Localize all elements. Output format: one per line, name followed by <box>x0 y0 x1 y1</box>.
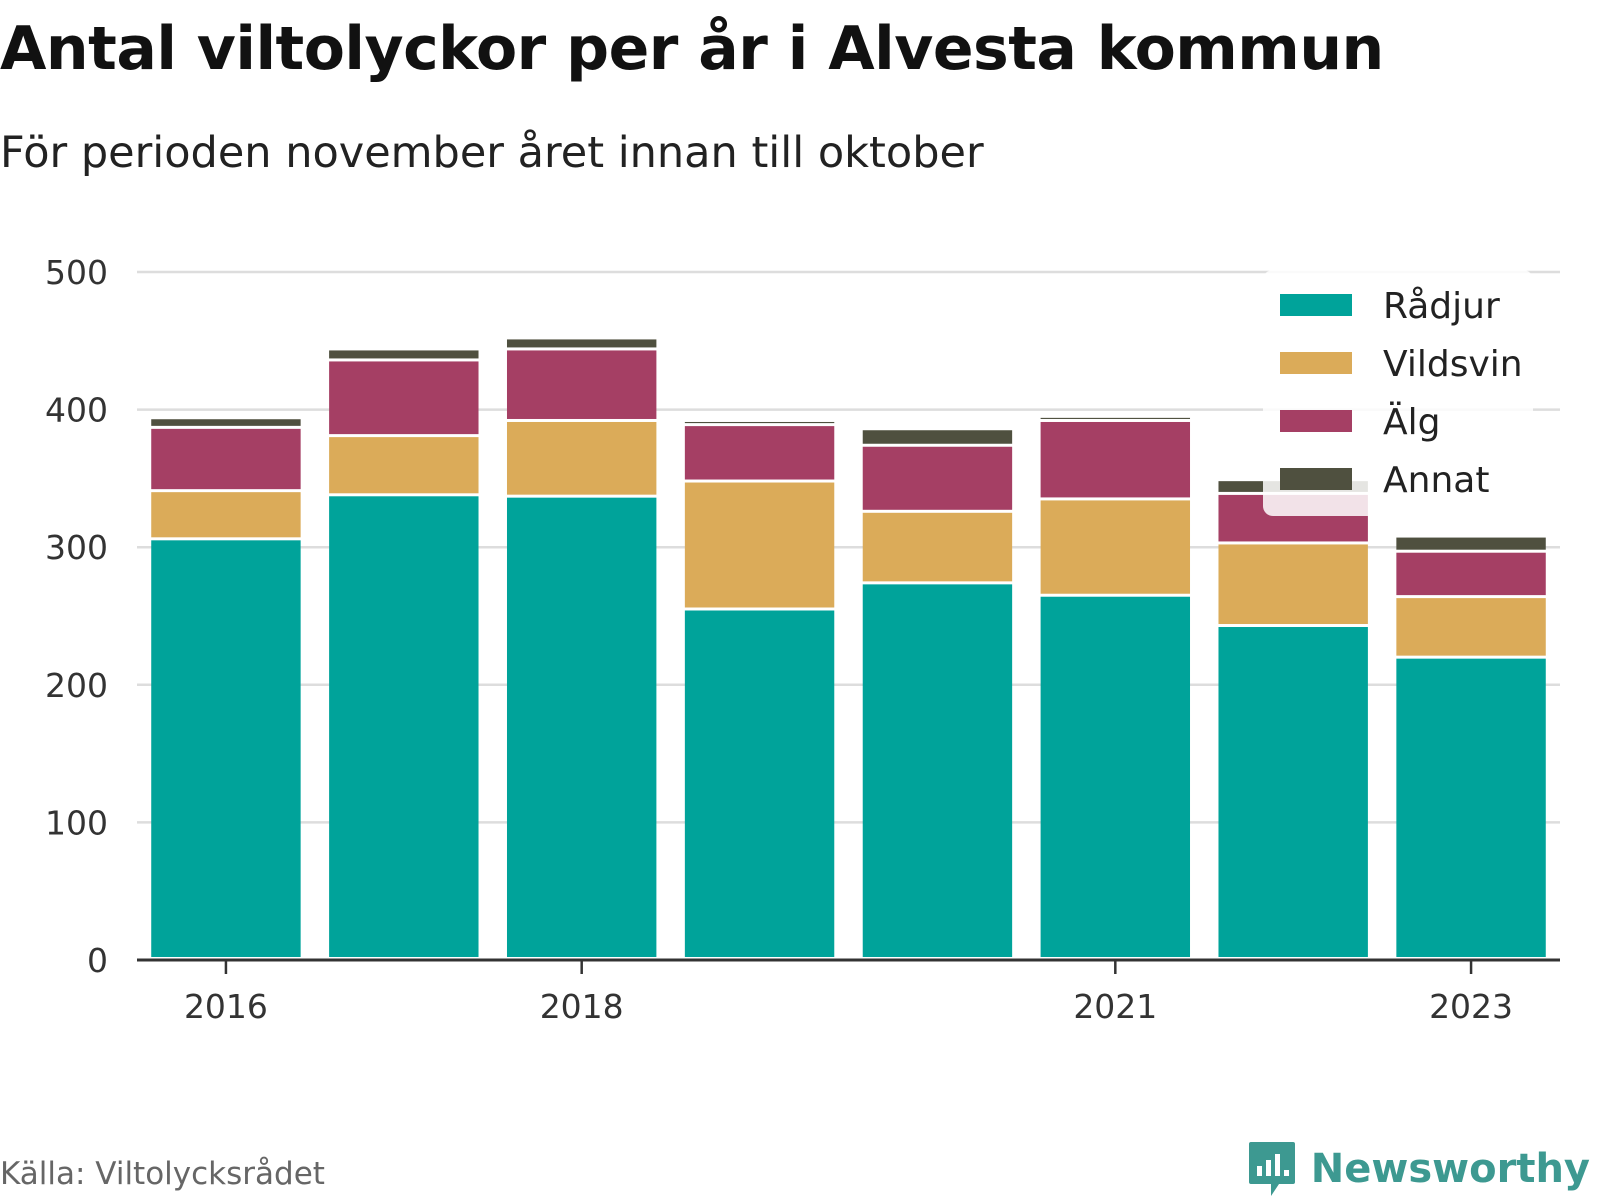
x-tick-label: 2016 <box>184 987 268 1026</box>
x-tick-label: 2023 <box>1429 987 1513 1026</box>
bar-segment <box>1396 537 1546 550</box>
bar-segment <box>684 426 835 480</box>
bar-segment <box>506 421 657 495</box>
bar-segment <box>329 437 479 494</box>
legend-box <box>1263 270 1533 516</box>
bar-segment <box>151 419 301 426</box>
bar-segment <box>1218 627 1368 957</box>
bar-segment <box>329 496 479 957</box>
y-tick-label: 400 <box>45 391 108 430</box>
legend-swatch <box>1280 294 1352 316</box>
bars <box>151 339 1546 957</box>
bar-segment <box>862 512 1013 582</box>
bar-segment <box>1040 596 1191 957</box>
x-tick-label: 2021 <box>1073 987 1157 1026</box>
y-tick-label: 200 <box>45 666 108 705</box>
bar-segment <box>1218 544 1368 625</box>
legend-label: Vildsvin <box>1383 344 1523 385</box>
x-axis: 2016 2018 2021 2023 <box>137 958 1560 1026</box>
bar-segment <box>506 350 657 419</box>
bar-segment <box>862 584 1013 957</box>
y-axis-ticks: 0 100 200 300 400 500 <box>45 253 108 980</box>
brand: Newsworthy <box>1247 1140 1590 1198</box>
chart-title: Antal viltolyckor per år i Alvesta kommu… <box>0 14 1384 84</box>
y-tick-label: 0 <box>87 941 108 980</box>
chart-subtitle: För perioden november året innan till ok… <box>0 128 984 178</box>
bar-segment <box>684 421 835 424</box>
bar-segment <box>329 361 479 435</box>
y-tick-label: 300 <box>45 528 108 567</box>
legend: Rådjur Vildsvin Älg Annat <box>1263 270 1533 516</box>
bar-segment <box>1040 500 1191 594</box>
bar-segment <box>329 350 479 359</box>
bar-segment <box>151 540 301 957</box>
newsworthy-logo-icon <box>1248 1142 1295 1196</box>
bar-segment <box>862 430 1013 444</box>
x-tick-label: 2018 <box>540 987 624 1026</box>
y-tick-label: 500 <box>45 253 108 292</box>
bar-segment <box>684 482 835 608</box>
bar-segment <box>1396 658 1546 957</box>
legend-label: Älg <box>1383 401 1440 443</box>
legend-swatch <box>1280 410 1352 432</box>
bar-segment <box>506 339 657 348</box>
source-note: Källa: Viltolycksrådet <box>0 1156 325 1192</box>
bar-segment <box>151 492 301 538</box>
bar-segment <box>1040 421 1191 498</box>
bar-segment <box>1396 552 1546 596</box>
legend-swatch <box>1280 468 1352 490</box>
legend-label: Rådjur <box>1383 286 1500 327</box>
brand-name: Newsworthy <box>1310 1146 1590 1192</box>
bar-segment <box>1396 598 1546 656</box>
legend-swatch <box>1280 352 1352 374</box>
bar-segment <box>862 446 1013 510</box>
y-tick-label: 100 <box>45 803 108 842</box>
bar-segment <box>1040 417 1191 419</box>
legend-label: Annat <box>1383 460 1489 501</box>
bar-segment <box>506 497 657 957</box>
bar-segment <box>151 428 301 490</box>
bar-segment <box>684 610 835 957</box>
